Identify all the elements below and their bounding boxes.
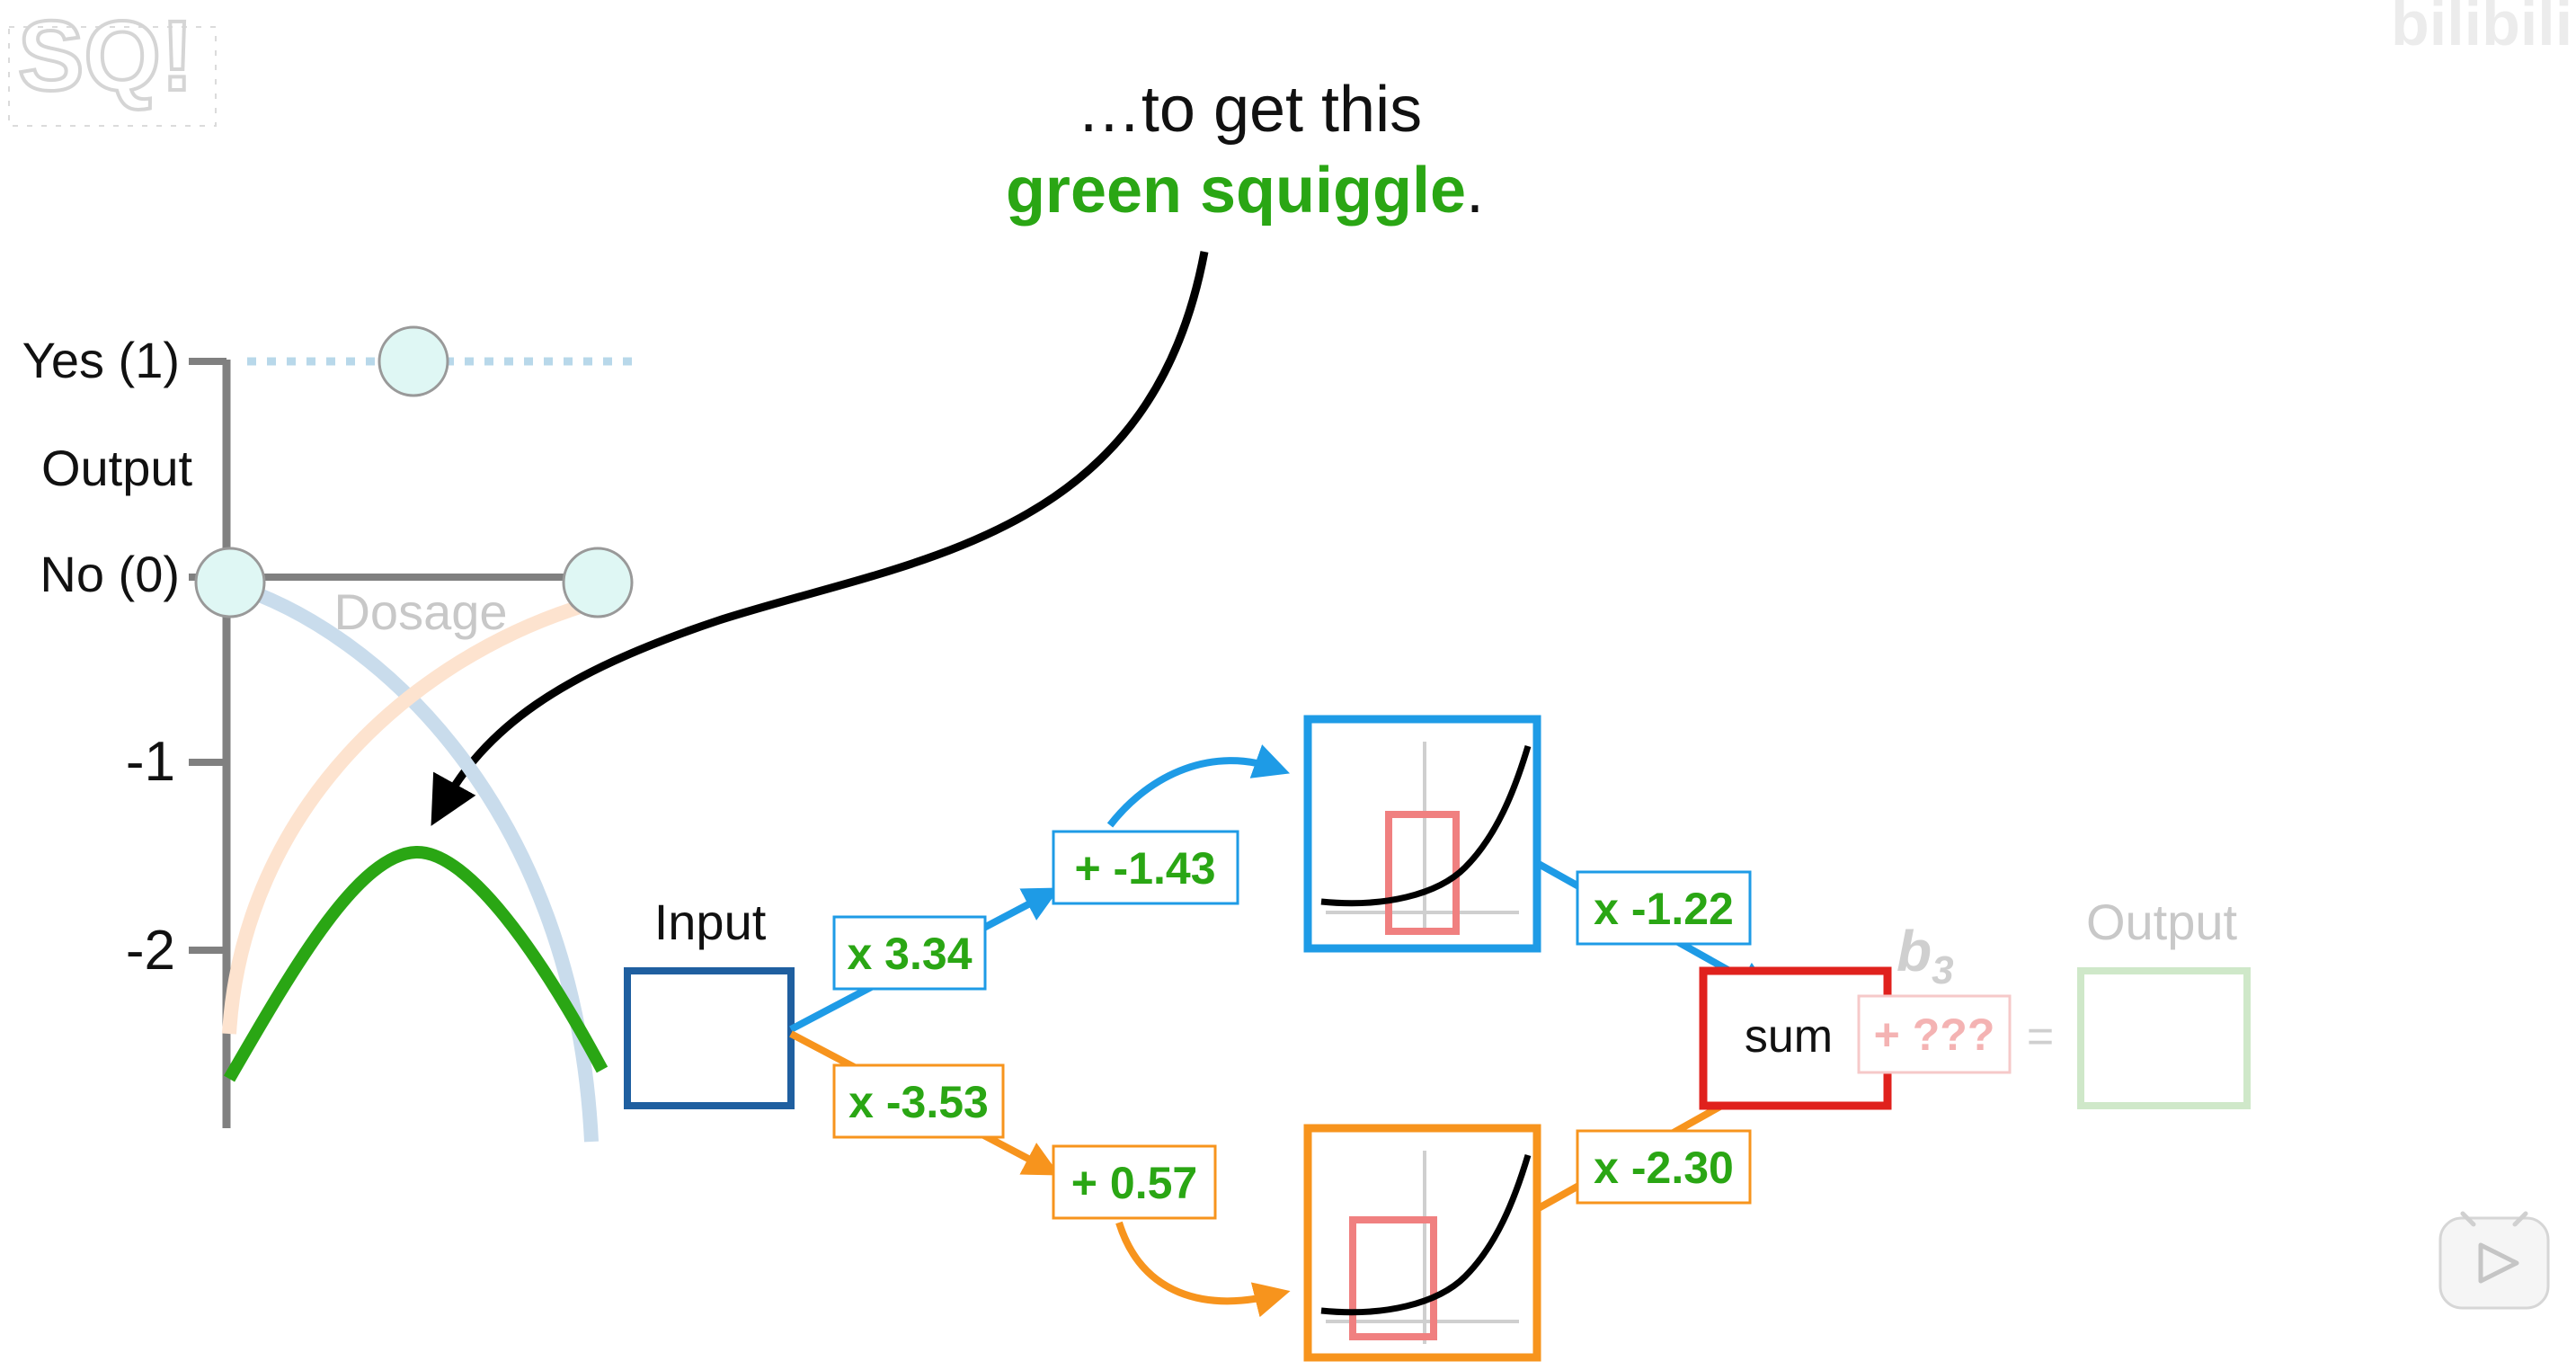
bottom-weight-box bbox=[832, 1063, 1005, 1139]
bottom-edge-2 bbox=[1115, 1221, 1291, 1318]
svg-text:SQ!: SQ! bbox=[18, 1, 194, 111]
point-no-right bbox=[562, 547, 634, 618]
bottom-activation-highlight bbox=[1349, 1216, 1437, 1340]
top-weight: x 3.34 bbox=[847, 929, 972, 979]
output-graph: Yes (1) Output No (0) -1 -2 Dosage bbox=[22, 325, 634, 1143]
top-edge-2 bbox=[1106, 744, 1291, 828]
sum-label: sum bbox=[1745, 1010, 1833, 1063]
top-weight-box bbox=[832, 915, 987, 991]
equals-sign: = bbox=[2027, 1010, 2054, 1063]
y-label-no: No (0) bbox=[40, 546, 180, 602]
orange-curve-faint bbox=[222, 597, 591, 1035]
final-bias-box bbox=[1857, 994, 2012, 1074]
point-no-left bbox=[194, 547, 266, 618]
top-bias: + -1.43 bbox=[1074, 843, 1215, 894]
bottom-activation-node bbox=[1303, 1124, 1541, 1362]
bottom-out-weight-box bbox=[1576, 1129, 1752, 1205]
bottom-bias-box bbox=[1052, 1144, 1217, 1220]
caption-line1: …to get this bbox=[1077, 74, 1422, 146]
point-yes bbox=[378, 325, 449, 397]
play-icon bbox=[2478, 1242, 2519, 1284]
b3-label: b3 bbox=[1896, 919, 1954, 992]
caption-line2: green squiggle. bbox=[1006, 155, 1484, 227]
caption-arrow bbox=[431, 251, 1209, 826]
output-label: Output bbox=[2086, 894, 2238, 950]
top-activation-curve bbox=[1320, 744, 1532, 907]
y-label-output: Output bbox=[41, 440, 193, 496]
top-out-weight: x -1.22 bbox=[1594, 884, 1734, 934]
caption-period: . bbox=[1466, 155, 1484, 227]
neural-network: Input x 3.34 + -1.43 x -1.22 x -3.53 bbox=[624, 715, 2251, 1362]
statquest-logo: SQ! bbox=[8, 0, 217, 127]
bottom-out-weight: x -2.30 bbox=[1594, 1143, 1734, 1193]
final-bias: + ??? bbox=[1874, 1010, 1995, 1060]
y-label-neg2: -2 bbox=[126, 920, 175, 982]
input-box bbox=[624, 967, 795, 1109]
y-label-yes: Yes (1) bbox=[22, 332, 180, 388]
input-label: Input bbox=[654, 894, 767, 950]
bottom-bias: + 0.57 bbox=[1071, 1158, 1197, 1208]
top-out-weight-box bbox=[1576, 870, 1752, 946]
caption-green-text: green squiggle bbox=[1006, 155, 1466, 227]
bottom-weight: x -3.53 bbox=[848, 1077, 989, 1127]
x-label-dosage: Dosage bbox=[333, 583, 507, 640]
top-activation-node bbox=[1303, 715, 1541, 953]
green-squiggle bbox=[223, 845, 608, 1082]
blue-curve-faint bbox=[227, 577, 599, 1143]
bilibili-watermark: bilibili bbox=[2391, 0, 2572, 58]
svg-text:bilibili: bilibili bbox=[2391, 0, 2572, 58]
top-bias-box bbox=[1052, 830, 1239, 905]
output-box bbox=[2077, 967, 2251, 1109]
play-button[interactable] bbox=[2438, 1211, 2550, 1310]
y-label-neg1: -1 bbox=[126, 731, 175, 793]
bottom-activation-curve bbox=[1320, 1153, 1532, 1316]
